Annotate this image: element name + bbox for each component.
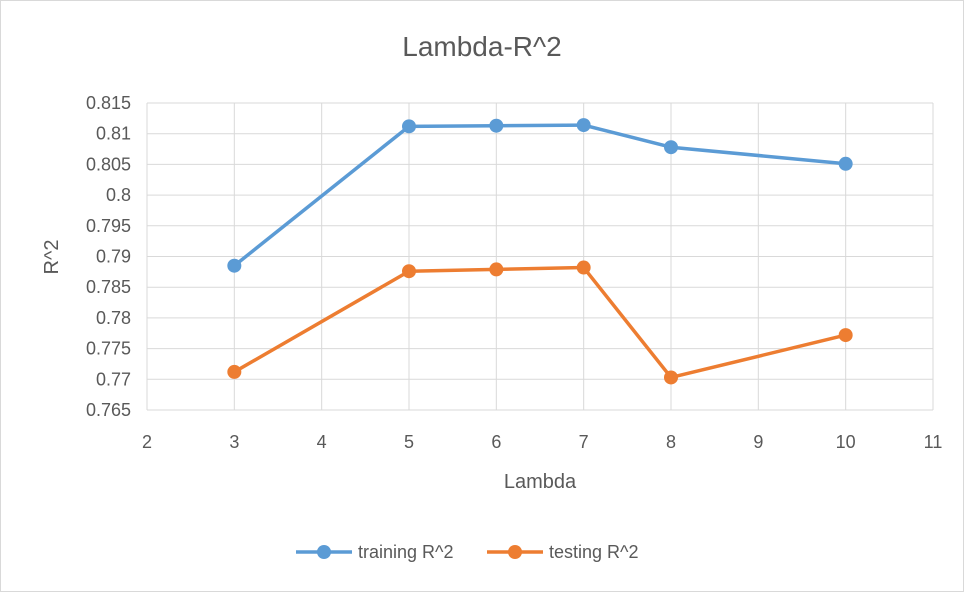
- y-tick-label: 0.795: [86, 216, 131, 236]
- legend-label: testing R^2: [549, 542, 639, 562]
- y-tick-label: 0.785: [86, 277, 131, 297]
- y-tick-label: 0.77: [96, 369, 131, 389]
- x-tick-label: 8: [666, 432, 676, 452]
- series-line: [233, 123, 846, 268]
- data-point: [838, 156, 853, 171]
- legend-swatch-marker: [317, 545, 331, 559]
- x-tick-label: 7: [579, 432, 589, 452]
- data-point: [227, 258, 242, 273]
- y-axis-title: R^2: [41, 240, 63, 275]
- x-tick-label: 2: [142, 432, 152, 452]
- legend-item: training R^2: [296, 542, 454, 562]
- data-point: [402, 264, 416, 279]
- data-point: [489, 262, 504, 277]
- data-point: [576, 260, 591, 275]
- x-tick-label: 6: [491, 432, 501, 452]
- x-axis-title: Lambda: [504, 471, 577, 493]
- data-point: [227, 364, 242, 379]
- series-line: [233, 265, 847, 380]
- x-tick-label: 4: [317, 432, 327, 452]
- data-point: [576, 118, 591, 133]
- y-tick-label: 0.815: [86, 93, 131, 113]
- y-tick-label: 0.765: [86, 400, 131, 420]
- x-tick-label: 11: [924, 432, 943, 452]
- y-axis-ticks: 0.765 0.77 0.775 0.78 0.785 0.79 0.795 0.8 0.805…: [86, 93, 131, 420]
- data-point: [664, 370, 678, 385]
- series-testing: [227, 260, 853, 385]
- x-tick-label: 9: [753, 432, 763, 452]
- y-tick-label: 0.79: [96, 247, 131, 267]
- x-axis-ticks: 2 3 4 5 6 7 8 9 10 11: [142, 432, 942, 452]
- x-tick-label: 3: [229, 432, 239, 452]
- x-tick-label: 5: [404, 432, 414, 452]
- y-tick-label: 0.805: [86, 154, 131, 174]
- series-layer: [227, 118, 853, 385]
- y-tick-label: 0.81: [96, 124, 131, 144]
- x-tick-label: 10: [836, 432, 856, 452]
- legend-label: training R^2: [358, 542, 454, 562]
- y-tick-label: 0.78: [96, 308, 131, 328]
- legend-item: testing R^2: [487, 542, 639, 562]
- gridlines: [146, 102, 934, 411]
- legend-swatch-marker: [508, 545, 522, 559]
- y-tick-label: 0.775: [86, 339, 131, 359]
- data-point: [838, 328, 853, 343]
- data-point: [489, 118, 504, 133]
- data-point: [402, 119, 416, 134]
- legend: training R^2 testing R^2: [296, 542, 639, 562]
- data-point: [664, 140, 678, 155]
- series-training: [227, 118, 853, 273]
- chart-title: Lambda-R^2: [402, 31, 561, 62]
- y-tick-label: 0.8: [106, 185, 131, 205]
